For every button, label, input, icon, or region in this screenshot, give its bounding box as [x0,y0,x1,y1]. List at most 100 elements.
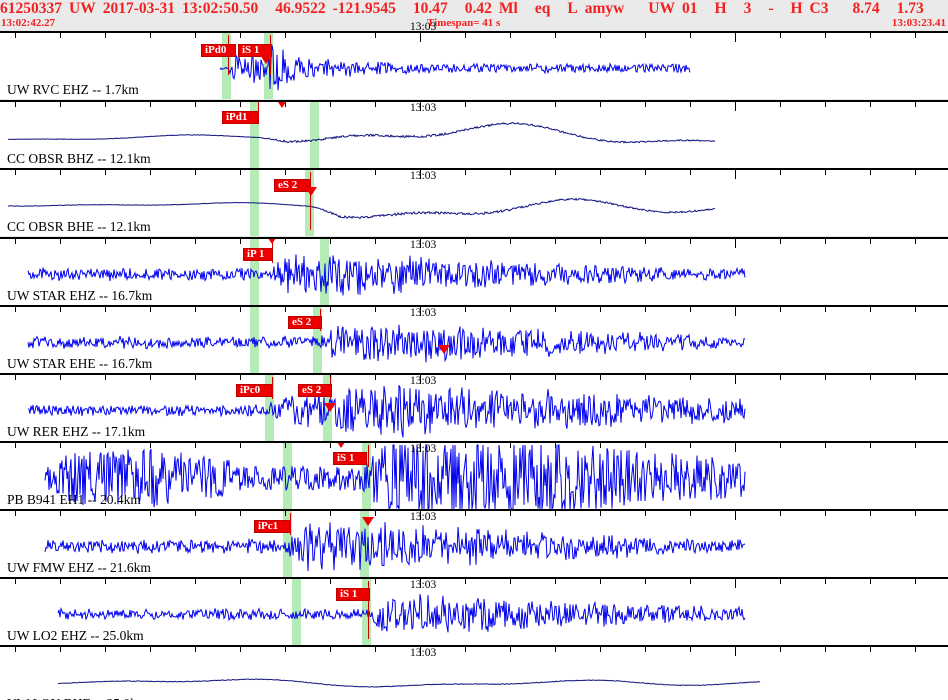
amplitude-marker-icon[interactable] [362,517,374,526]
channel-label: UW RER EHZ -- 17.1km [7,424,146,439]
event-header: 61250337 UW 2017-03-31 13:02:50.50 46.95… [0,0,948,30]
phase-pick-line[interactable] [272,377,273,399]
event-time: 13:02:50.50 [182,0,259,17]
phase-window-shade [283,511,292,577]
channel-label: UW FMW EHZ -- 21.6km [7,560,151,575]
trace-row[interactable]: iPc1 [0,509,948,577]
waveform [44,522,746,572]
window-start-time: 13:02:42.27 [1,17,56,29]
trace-row[interactable]: eS 2 [0,305,948,373]
phase-pick-label[interactable]: iPd1 [222,111,258,124]
amplitude-marker-icon[interactable] [438,345,450,354]
phase-pick-label[interactable]: iS 1 [238,44,272,57]
time-tick-label: 13:03 [410,375,437,387]
time-tick-label: 13:03 [410,21,437,33]
network-code: UW [69,0,96,17]
channel-label: UW RVC EHZ -- 1.7km [7,82,139,97]
phase-pick-line[interactable] [290,513,291,535]
amplitude-marker-icon[interactable] [266,239,278,244]
phase-window-shade [305,170,314,236]
amplitude-marker-icon[interactable] [276,102,288,108]
trace-row[interactable]: iPd1 [0,100,948,168]
time-tick-label: 13:03 [410,443,437,455]
trace-row[interactable]: iPd0 iS 1 [0,31,948,99]
channel-label: UW STAR EHE -- 16.7km [7,356,153,371]
channel-label: UW STAR EHZ -- 16.7km [7,288,153,303]
window-end-time: 13:03:23.41 [891,17,946,29]
time-tick-label: 13:03 [410,170,437,182]
auth-network: UW [648,0,675,17]
trace-row[interactable] [0,645,948,700]
time-tick-label: 13:03 [410,102,437,114]
trace-row[interactable]: iS 1 [0,441,948,509]
phase-window-shade [250,102,259,168]
event-id: 61250337 [0,0,62,17]
phase-pick-label[interactable]: iPc0 [236,384,272,397]
magnitude-type: Ml [498,0,518,17]
phase-pick-label[interactable]: iS 1 [333,452,367,465]
phase-pick-label[interactable]: eS 2 [274,179,310,192]
trace-row[interactable]: iP 1 [0,237,948,305]
amplitude-marker-icon[interactable] [260,55,272,64]
latitude: 46.9522 [275,0,326,17]
amplitude-marker-icon[interactable] [324,403,336,412]
phase-pick-line[interactable] [310,172,311,230]
channel-label: PB B941 EH1 -- 20.4km [7,492,141,507]
time-tick-label: 13:03 [410,511,437,523]
h-label-1: H [714,0,727,17]
event-date: 2017-03-31 [102,0,176,17]
timespan-label: Timespan= 41 s [427,17,501,29]
solution-count: 3 [743,0,752,17]
auth-number: 01 [682,0,698,17]
waveform [57,594,746,633]
channel-label: UW LO2 EHZ -- 25.0km [7,628,144,643]
amplitude-marker-icon[interactable] [305,187,317,196]
waveform [44,443,746,509]
quality-letter: L [567,0,578,17]
time-tick-label: 13:03 [410,307,437,319]
waveform [27,254,746,296]
trace-row[interactable]: iS 1 [0,577,948,645]
processing-flags: amyw [584,0,625,17]
residual-b: 1.73 [896,0,924,17]
trace-stack: iPd0 iS 1 UW RVC EHZ -- 1.7km iPd1 CC OBSR B… [0,21,948,700]
time-tick-label: 13:03 [410,647,437,659]
channel-label: CC OBSR BHZ -- 12.1km [7,151,151,166]
phase-pick-label[interactable]: eS 2 [298,384,332,397]
phase-window-shade [283,443,292,509]
phase-pick-label[interactable]: iS 1 [336,588,370,601]
waveform [57,678,761,688]
waveform [7,197,716,220]
phase-pick-line[interactable] [368,445,369,467]
phase-pick-line[interactable] [368,581,369,639]
phase-window-shade [264,33,273,99]
event-summary-line: 61250337 UW 2017-03-31 13:02:50.50 46.95… [0,0,948,18]
phase-pick-label[interactable]: iPd0 [201,44,236,57]
separator-dash: - [768,0,774,17]
waveform [7,121,716,144]
phase-window-shade [222,33,231,99]
phase-pick-label[interactable]: iP 1 [243,248,273,261]
phase-pick-label[interactable]: eS 2 [288,316,322,329]
h-label-2: H [790,0,803,17]
phase-pick-line[interactable] [258,102,259,124]
amplitude-marker-icon[interactable] [335,443,347,448]
phase-window-shade [310,102,319,168]
magnitude-value: 0.42 [464,0,492,17]
time-tick-label: 13:03 [410,579,437,591]
trace-row[interactable]: eS 2 [0,168,948,236]
depth-km: 10.47 [412,0,448,17]
longitude: -121.9545 [332,0,396,17]
time-range-bar: 13:02:42.27 Timespan= 41 s 13:03:23.41 [0,17,948,30]
waveform [27,324,746,363]
trace-row[interactable]: iPc0 eS 2 [0,373,948,441]
phase-pick-label[interactable]: iPc1 [254,520,290,533]
channel-label: CC OBSR BHE -- 12.1km [7,219,151,234]
waveform [219,45,691,91]
waveform [27,385,746,438]
quality-code: C3 [809,0,829,17]
time-tick-label: 13:03 [410,239,437,251]
event-type: eq [534,0,551,17]
residual-a: 8.74 [852,0,880,17]
